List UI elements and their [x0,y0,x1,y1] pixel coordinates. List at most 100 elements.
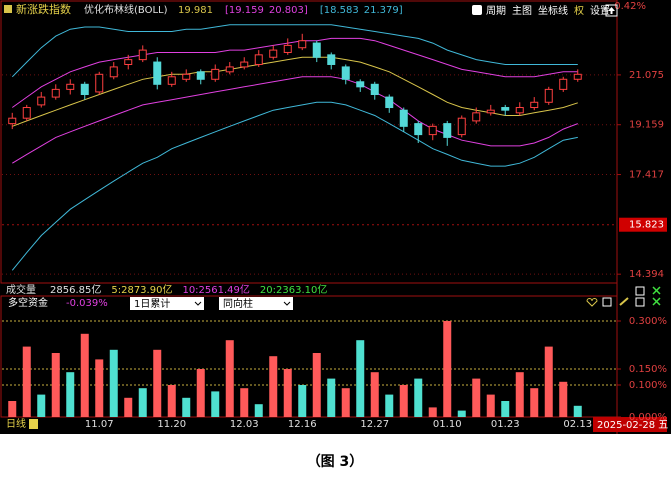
candle-body [37,96,46,106]
candle-body [544,88,553,103]
bar [51,353,60,417]
candle-body [399,109,408,127]
expand-icon [608,7,615,14]
volume-item: 5:2873.90亿 [111,283,172,296]
candle-body [341,66,350,80]
price-marker-box [619,217,667,232]
candle-body [298,40,307,49]
candle-body [196,71,205,80]
bar [501,401,510,417]
bar [124,397,133,417]
y-tick-label: 21.075 [629,70,664,81]
dropdown-label: 1日累计 [134,297,170,310]
volume-item: 2856.85亿 [50,283,101,296]
tool-icon[interactable] [619,297,629,306]
window-icon[interactable] [635,286,645,296]
dropdown[interactable]: 同向柱 [219,297,293,310]
candle-body [573,73,582,80]
x-tick-label: 12.27 [360,419,389,430]
window-icon[interactable] [602,297,612,307]
date-box [593,417,667,432]
y-tick-label: 0.300% [629,316,667,327]
indicator-value: 21.379] [364,5,403,16]
bar [37,394,46,417]
toolbar-item[interactable]: 设置 [590,5,610,17]
bar [211,391,220,417]
toolbar-item[interactable]: 主图 [512,5,532,17]
candle-body [66,83,75,90]
close-icon[interactable] [652,297,661,306]
candle-body [22,107,31,119]
bar [196,369,205,417]
bar [443,321,452,417]
bar [544,346,553,417]
candle-body [80,83,89,95]
candle-body [240,61,249,68]
bar [312,353,321,417]
candle-body [167,76,176,85]
interval-label: 日线 [6,417,26,430]
window-icon[interactable] [635,297,645,307]
bar [399,385,408,417]
indicator-value: [18.583 [320,5,359,16]
bar [240,388,249,417]
x-tick-label: 11.07 [85,419,114,430]
band-line [11,101,578,271]
dropdown-box[interactable] [130,297,204,310]
candle-body [530,101,539,109]
band-line [12,76,578,164]
bar [414,378,423,417]
bar [22,346,31,417]
bar [95,359,104,417]
y-tick-label: 0.150% [629,364,667,375]
candle-body [356,81,365,88]
bar [341,388,350,417]
bar [559,381,568,417]
date-label: 2025-02-28 五 [597,420,668,431]
candle-body [385,96,394,109]
dropdown-arrow [194,301,202,306]
candle-body [443,123,452,138]
interval-icon [29,419,38,429]
bar [370,372,379,417]
volume-title: 成交量 [6,283,36,296]
candle-body [225,66,234,73]
fav-icon[interactable] [586,298,598,307]
candle-body [559,78,568,90]
candle-body [370,83,379,95]
toolbar-item[interactable]: 坐标线 [538,4,568,17]
price-marker-label: 15.823 [629,220,664,231]
candle-body [515,107,524,114]
volume-item: 20:2363.10亿 [260,283,327,296]
toolbar-item[interactable]: 权 [574,4,584,17]
candle-body [501,107,510,111]
dropdown[interactable]: 1日累计 [130,297,204,310]
dropdown-box[interactable] [219,297,293,310]
bar [428,407,437,417]
x-tick-label: 11.20 [157,419,186,430]
indicator-value: [19.159 [225,5,264,16]
dropdown-label: 同向柱 [223,297,253,310]
expand-button[interactable] [605,4,618,17]
x-tick-label: 12.16 [288,419,317,430]
candle-body [428,125,437,136]
candle-body [51,88,60,98]
x-tick-label: 01.10 [433,419,462,430]
band-line [12,56,578,127]
candle-body [327,54,336,65]
bar [457,410,466,417]
bar [8,401,17,417]
candle-body [269,49,278,58]
x-tick-label: 12.03 [230,419,259,430]
close-icon[interactable] [652,286,661,295]
candle-body [124,59,133,65]
bar [472,378,481,417]
toolbar-item[interactable]: 周期 [486,5,506,17]
y-tick-label: 17.417 [629,170,664,181]
bar [182,397,191,417]
indicator-value: 20.803] [269,5,308,16]
bar [225,340,234,417]
candle-body [472,112,481,122]
candle-body [254,54,263,65]
